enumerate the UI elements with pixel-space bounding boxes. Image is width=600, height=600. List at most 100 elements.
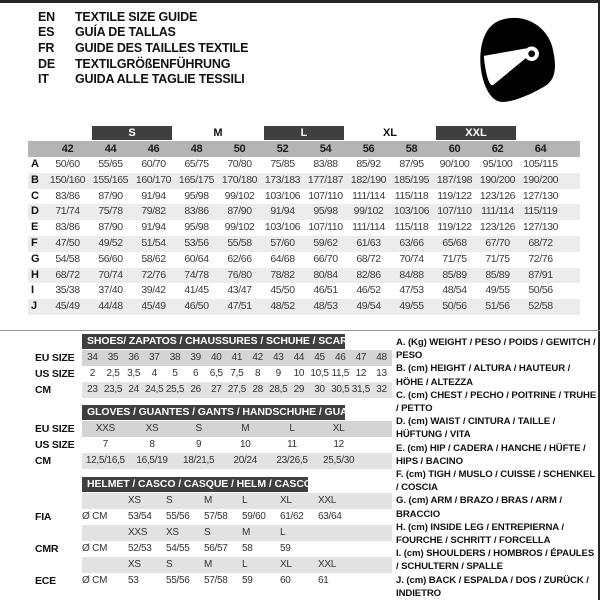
- value-cell: 103/106: [264, 189, 301, 202]
- size-group-xxl: XXL: [433, 126, 519, 140]
- value-cell: 25,5: [165, 384, 185, 395]
- value-cell: 49/55: [485, 284, 510, 297]
- value-cell: 62/66: [227, 252, 252, 265]
- value-cell: 55/58: [227, 236, 252, 249]
- size-row-us-size: US SIZE 7 8 9 10 11 12: [35, 437, 392, 453]
- value-cell: 82/86: [356, 268, 381, 281]
- value-cell: 31,5: [351, 384, 371, 395]
- measurement-legend: A. (Kg) WEIGHT / PESO / POIDS / GEWITCH …: [396, 336, 597, 600]
- value-cell: 45/49: [55, 300, 80, 313]
- measure-row-i: I 35/38 37/40 39/42 41/45 43/47 45/50 46/51 46/5…: [28, 283, 580, 299]
- value-cell: 11,5: [331, 368, 349, 379]
- unit-label: Ø CM: [82, 543, 108, 554]
- value-cell: 51/56: [485, 300, 510, 313]
- row-label: C: [31, 189, 39, 202]
- value-cell: 119/122: [437, 221, 472, 234]
- value-cell: 64/68: [270, 252, 295, 265]
- value-cell: 58: [242, 543, 253, 554]
- helmet-value-row-cmr: CMR Ø CM 52/53 54/55 56/57 58 59: [35, 541, 392, 557]
- legend-item: A. (Kg) WEIGHT / PESO / POIDS / GEWITCH …: [396, 337, 596, 362]
- unit-spacer: [82, 557, 128, 573]
- value-cell: S: [195, 423, 202, 434]
- language-code: EN: [38, 9, 55, 24]
- value-cell: 59/62: [313, 236, 338, 249]
- value-cell: 177/187: [307, 173, 344, 186]
- measure-row-d: D 71/74 75/78 79/82 83/86 87/90 91/94 95/98 99/1…: [28, 204, 580, 221]
- legend-item: D. (cm) WAIST / CINTURA / TAILLE / HÜFTU…: [396, 416, 556, 441]
- value-cell: 190/200: [479, 173, 516, 186]
- standard-label: FIA: [35, 511, 52, 523]
- row-values: Ø CM 53 55/56 57/58 59 60 61: [82, 573, 392, 589]
- size-group-spacer: [46, 126, 89, 140]
- value-cell: 36: [128, 352, 139, 363]
- value-cell: 41/45: [184, 284, 209, 297]
- row-values: XS S M L XL XXL: [82, 493, 392, 509]
- value-cell: 27,5: [227, 384, 247, 395]
- value-cell: 39: [190, 352, 201, 363]
- value-cell: 66/70: [313, 252, 338, 265]
- value-cell: XL: [332, 423, 345, 434]
- value-cell: 83/86: [55, 189, 80, 202]
- value-cell: 58/62: [141, 252, 166, 265]
- value-cell: 91/94: [270, 205, 295, 218]
- size-cell: XS: [128, 559, 141, 570]
- value-cell: 30,5: [331, 384, 350, 395]
- value-cell: 95/98: [184, 221, 209, 234]
- value-cell: 35: [107, 352, 119, 363]
- row-values: Ø CM 53/54 55/56 57/58 59/60 61/62 63/64: [82, 509, 392, 525]
- row-values: 34 35 36 37 38 39 40 41 42 43 44 45 46 47 48: [82, 350, 392, 366]
- value-cell: 57/58: [204, 511, 228, 522]
- size-cell: XXL: [318, 495, 337, 506]
- value-cell: 52/58: [528, 300, 553, 313]
- value-cell: 10: [240, 439, 251, 450]
- value-cell: 48/54: [442, 284, 467, 297]
- value-cell: 65/68: [442, 236, 467, 249]
- value-cell: 24,5: [145, 384, 164, 395]
- size-row-eu-size: EU SIZE XXS XS S M L XL: [35, 421, 392, 437]
- row-label: EU SIZE: [35, 352, 75, 364]
- column-header: 52: [276, 143, 289, 155]
- value-cell: 49/52: [98, 236, 123, 249]
- value-cell: 51/54: [141, 236, 166, 249]
- value-cell: 8: [149, 439, 155, 450]
- column-header: 46: [147, 143, 160, 155]
- value-cell: 90/100: [439, 158, 470, 170]
- row-label: [35, 493, 82, 509]
- value-cell: 49/54: [356, 300, 381, 313]
- column-header: 64: [534, 143, 547, 155]
- value-cell: 2,5: [106, 368, 120, 379]
- helmet-value-row-ece: ECE Ø CM 53 55/56 57/58 59 60 61: [35, 573, 392, 589]
- value-cell: 50/56: [442, 300, 467, 313]
- value-cell: 35/38: [55, 284, 80, 297]
- value-cell: 87/90: [227, 205, 252, 218]
- value-cell: 173/183: [264, 173, 301, 186]
- value-cell: 24: [128, 384, 139, 395]
- size-row-us-size: US SIZE 2 2,5 3,5 4 5 6 6,5 7,5 8 9 10 10,5 11,5 12 13: [35, 366, 392, 382]
- value-cell: 13: [376, 368, 387, 379]
- value-cell: 18/21,5: [183, 455, 215, 466]
- value-cell: 59/60: [242, 511, 266, 522]
- value-cell: 84/88: [399, 268, 424, 281]
- value-cell: 83/86: [184, 205, 209, 218]
- language-title: GUÍA DE TALLAS: [75, 25, 176, 40]
- value-cell: 63/66: [399, 236, 424, 249]
- language-row: ES GUÍA DE TALLAS: [38, 25, 248, 41]
- value-cell: 42: [252, 352, 263, 363]
- value-cell: 111/114: [481, 205, 514, 218]
- row-values: 2 2,5 3,5 4 5 6 6,5 7,5 8 9 10 10,5 11,5 12 13: [82, 366, 392, 382]
- value-cell: 2: [89, 368, 96, 379]
- size-cell: S: [204, 527, 211, 538]
- value-cell: 52/53: [128, 543, 152, 554]
- value-cell: 61: [318, 575, 329, 586]
- value-cell: 78/82: [270, 268, 295, 281]
- helmet-table: XS S M L XL XXL FIA Ø CM 53/54 55/56 57/58 59/60 61/…: [35, 493, 392, 589]
- value-cell: 7: [102, 439, 109, 450]
- row-label: [35, 525, 82, 541]
- row-label: B: [31, 173, 39, 186]
- value-cell: 115/118: [394, 221, 429, 234]
- value-cell: 71/75: [485, 252, 510, 265]
- value-cell: 68/72: [55, 268, 80, 281]
- value-cell: 47/53: [399, 284, 424, 297]
- right-border: [598, 0, 600, 600]
- value-cell: 65/75: [184, 158, 209, 170]
